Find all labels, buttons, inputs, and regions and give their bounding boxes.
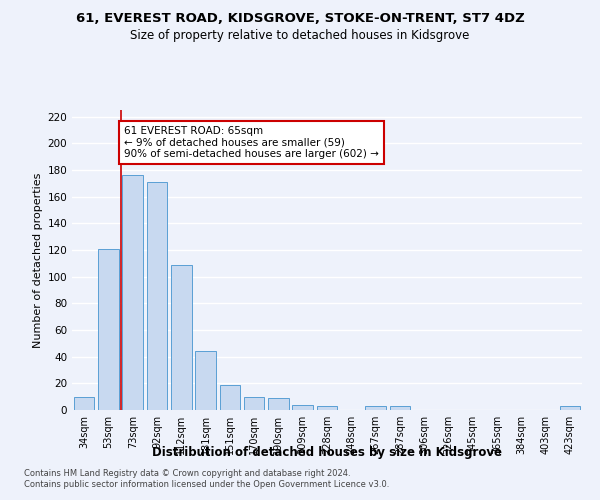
Text: Distribution of detached houses by size in Kidsgrove: Distribution of detached houses by size … bbox=[152, 446, 502, 459]
Bar bbox=[171, 264, 191, 410]
Text: Contains HM Land Registry data © Crown copyright and database right 2024.: Contains HM Land Registry data © Crown c… bbox=[24, 468, 350, 477]
Bar bbox=[146, 182, 167, 410]
Bar bbox=[98, 248, 119, 410]
Bar bbox=[195, 352, 216, 410]
Bar bbox=[317, 406, 337, 410]
Bar bbox=[268, 398, 289, 410]
Bar bbox=[292, 404, 313, 410]
Bar bbox=[365, 406, 386, 410]
Text: Size of property relative to detached houses in Kidsgrove: Size of property relative to detached ho… bbox=[130, 29, 470, 42]
Bar bbox=[244, 396, 265, 410]
Bar bbox=[220, 384, 240, 410]
Bar bbox=[560, 406, 580, 410]
Text: 61, EVEREST ROAD, KIDSGROVE, STOKE-ON-TRENT, ST7 4DZ: 61, EVEREST ROAD, KIDSGROVE, STOKE-ON-TR… bbox=[76, 12, 524, 26]
Bar bbox=[389, 406, 410, 410]
Bar bbox=[122, 176, 143, 410]
Bar bbox=[74, 396, 94, 410]
Text: Contains public sector information licensed under the Open Government Licence v3: Contains public sector information licen… bbox=[24, 480, 389, 489]
Y-axis label: Number of detached properties: Number of detached properties bbox=[33, 172, 43, 348]
Text: 61 EVEREST ROAD: 65sqm
← 9% of detached houses are smaller (59)
90% of semi-deta: 61 EVEREST ROAD: 65sqm ← 9% of detached … bbox=[124, 126, 379, 159]
